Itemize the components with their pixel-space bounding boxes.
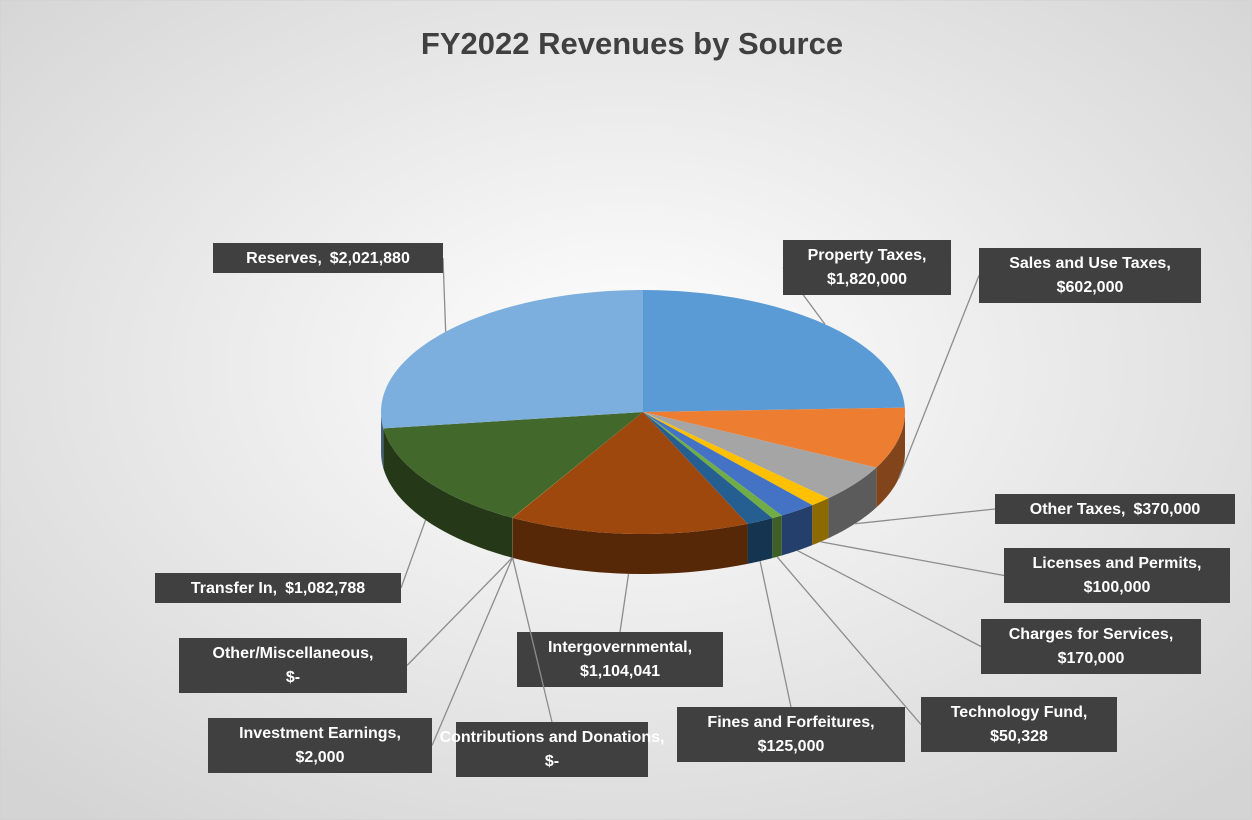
label-box [213, 243, 443, 273]
pie-slice [383, 412, 643, 518]
category-label: Licenses and Permits, [1033, 555, 1202, 572]
value-label: $- [545, 753, 559, 770]
label-box [179, 638, 407, 693]
value-label: $1,104,041 [580, 663, 660, 680]
leader-line [854, 508, 996, 525]
category-label: Transfer In, [191, 580, 277, 597]
leader-line [400, 519, 427, 589]
label-box [1004, 548, 1230, 603]
data-label: Reserves, $2,021,880 [246, 250, 410, 267]
leader-line [776, 556, 922, 725]
pie-slice [643, 407, 905, 468]
label-box [456, 722, 648, 777]
pie-side [381, 412, 384, 469]
leader-line [797, 549, 982, 648]
data-label: Transfer In, $1,082,788 [191, 580, 365, 597]
pie-side [772, 515, 782, 559]
pie-slice [643, 290, 905, 412]
value-label: $2,021,880 [330, 250, 410, 267]
label-box [995, 494, 1235, 524]
leader-line [820, 541, 1005, 577]
category-label: Property Taxes, [808, 247, 927, 264]
category-label: Technology Fund, [951, 704, 1088, 721]
label-box [921, 697, 1117, 752]
leader-line [431, 557, 514, 746]
pie-side [876, 412, 905, 508]
pie-slice [643, 412, 813, 516]
chart-title: FY2022 Revenues by Source [421, 26, 843, 61]
leader-line [512, 557, 553, 723]
value-label: $170,000 [1058, 650, 1125, 667]
category-label: Sales and Use Taxes, [1009, 255, 1171, 272]
leader-line [759, 561, 792, 708]
pie-side [812, 498, 829, 546]
label-box [155, 573, 401, 603]
pie-slice [643, 412, 782, 519]
value-label: $1,820,000 [827, 271, 907, 288]
pie-side [512, 517, 748, 574]
pie-slice [643, 412, 773, 524]
leader-line [619, 573, 630, 633]
value-label: $602,000 [1057, 279, 1124, 296]
pie-slice [381, 290, 643, 429]
label-box [517, 632, 723, 687]
category-label: Intergovernmental, [548, 639, 692, 656]
value-label: $2,000 [296, 749, 345, 766]
label-box [208, 718, 432, 773]
label-box [979, 248, 1201, 303]
value-label: $125,000 [758, 738, 825, 755]
pie-side [747, 518, 773, 564]
label-box [783, 240, 951, 295]
pie-sides [381, 412, 905, 574]
leader-line [406, 557, 513, 666]
pie-slice [643, 412, 829, 506]
pie-side [383, 428, 513, 558]
value-label: $- [286, 669, 300, 686]
label-box [677, 707, 905, 762]
pie-slice [512, 412, 748, 534]
value-label: $1,082,788 [285, 580, 365, 597]
pie-slice [643, 412, 877, 499]
value-label: $50,328 [990, 728, 1048, 745]
category-label: Investment Earnings, [239, 725, 401, 742]
category-label: Reserves, [246, 250, 322, 267]
data-labels: Property Taxes, $1,820,000 Sales and Use T… [155, 240, 1235, 777]
pie-slice [512, 412, 643, 518]
data-label: Other Taxes, $370,000 [1030, 501, 1201, 518]
pie-side [781, 505, 813, 556]
pie-tops [381, 290, 905, 534]
value-label: $100,000 [1084, 579, 1151, 596]
value-label: $370,000 [1134, 501, 1201, 518]
pie-side [828, 467, 877, 539]
leader-line [442, 257, 447, 332]
leader-line [898, 275, 980, 479]
category-label: Charges for Services, [1009, 626, 1174, 643]
category-label: Other Taxes, [1030, 501, 1126, 518]
category-label: Contributions and Donations, [440, 729, 665, 746]
category-label: Fines and Forfeitures, [707, 714, 874, 731]
category-label: Other/Miscellaneous, [213, 645, 374, 662]
label-box [981, 619, 1201, 674]
